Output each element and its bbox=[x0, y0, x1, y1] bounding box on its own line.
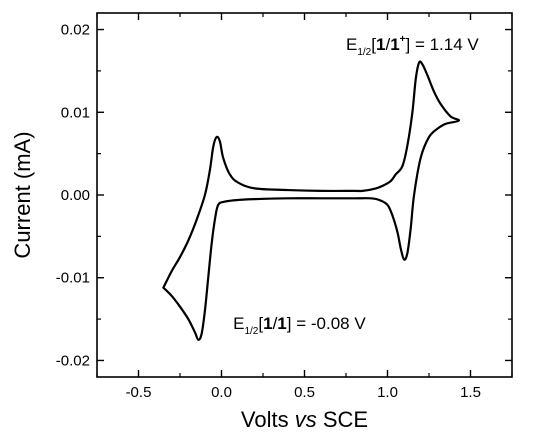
annotation-upper-bold-a: 1 bbox=[376, 35, 385, 54]
annotation-lower-e: E bbox=[233, 314, 244, 333]
annotation-upper-e: E bbox=[346, 35, 357, 54]
y-tick-label: -0.02 bbox=[56, 352, 90, 369]
x-tick-label: 1.0 bbox=[377, 384, 398, 401]
annotation-lower-close: ] = -0.08 V bbox=[287, 314, 367, 333]
annotation-lower-bold-b: 1 bbox=[277, 314, 286, 333]
annotation-lower-bold-a: 1 bbox=[263, 314, 272, 333]
y-axis-title: Current (mA) bbox=[10, 131, 35, 258]
x-axis-title-part-2: vs bbox=[295, 407, 317, 432]
x-axis-title-part-1: Volts bbox=[241, 407, 295, 432]
y-tick-label: -0.01 bbox=[56, 270, 90, 287]
x-tick-label: 0.5 bbox=[294, 384, 315, 401]
x-tick-label: 0.0 bbox=[211, 384, 232, 401]
cv-curve bbox=[162, 60, 460, 341]
annotation-upper-open: [ bbox=[371, 35, 376, 54]
ticks-layer: -0.5 0.0 0.5 1.0 1.5 -0.02 -0.01 0.00 0.01 0.02 bbox=[56, 13, 513, 401]
annotation-lower-slash: / bbox=[273, 314, 278, 333]
annotation-lower-sub: 1/2 bbox=[244, 326, 258, 337]
annotation-upper-sub: 1/2 bbox=[357, 47, 371, 58]
y-tick-label: 0.01 bbox=[61, 104, 90, 121]
x-tick-label: 1.5 bbox=[460, 384, 481, 401]
y-tick-label: 0.00 bbox=[61, 187, 90, 204]
annotation-upper-close: ] = 1.14 V bbox=[406, 35, 480, 54]
x-axis-title: Volts vs SCE bbox=[241, 407, 368, 432]
annotation-upper-bold-b: 1 bbox=[390, 35, 399, 54]
y-tick-label: 0.02 bbox=[61, 22, 90, 39]
x-tick-label: -0.5 bbox=[126, 384, 152, 401]
annotation-upper: E1/2[1/1+] = 1.14 V bbox=[346, 34, 479, 58]
annotation-upper-sup: + bbox=[400, 34, 406, 45]
annotation-upper-slash: / bbox=[385, 35, 390, 54]
plot-frame bbox=[96, 12, 513, 378]
x-axis-title-part-3: SCE bbox=[317, 407, 368, 432]
annotation-lower: E1/2[1/1] = -0.08 V bbox=[233, 314, 366, 337]
annotation-lower-open: [ bbox=[258, 314, 263, 333]
